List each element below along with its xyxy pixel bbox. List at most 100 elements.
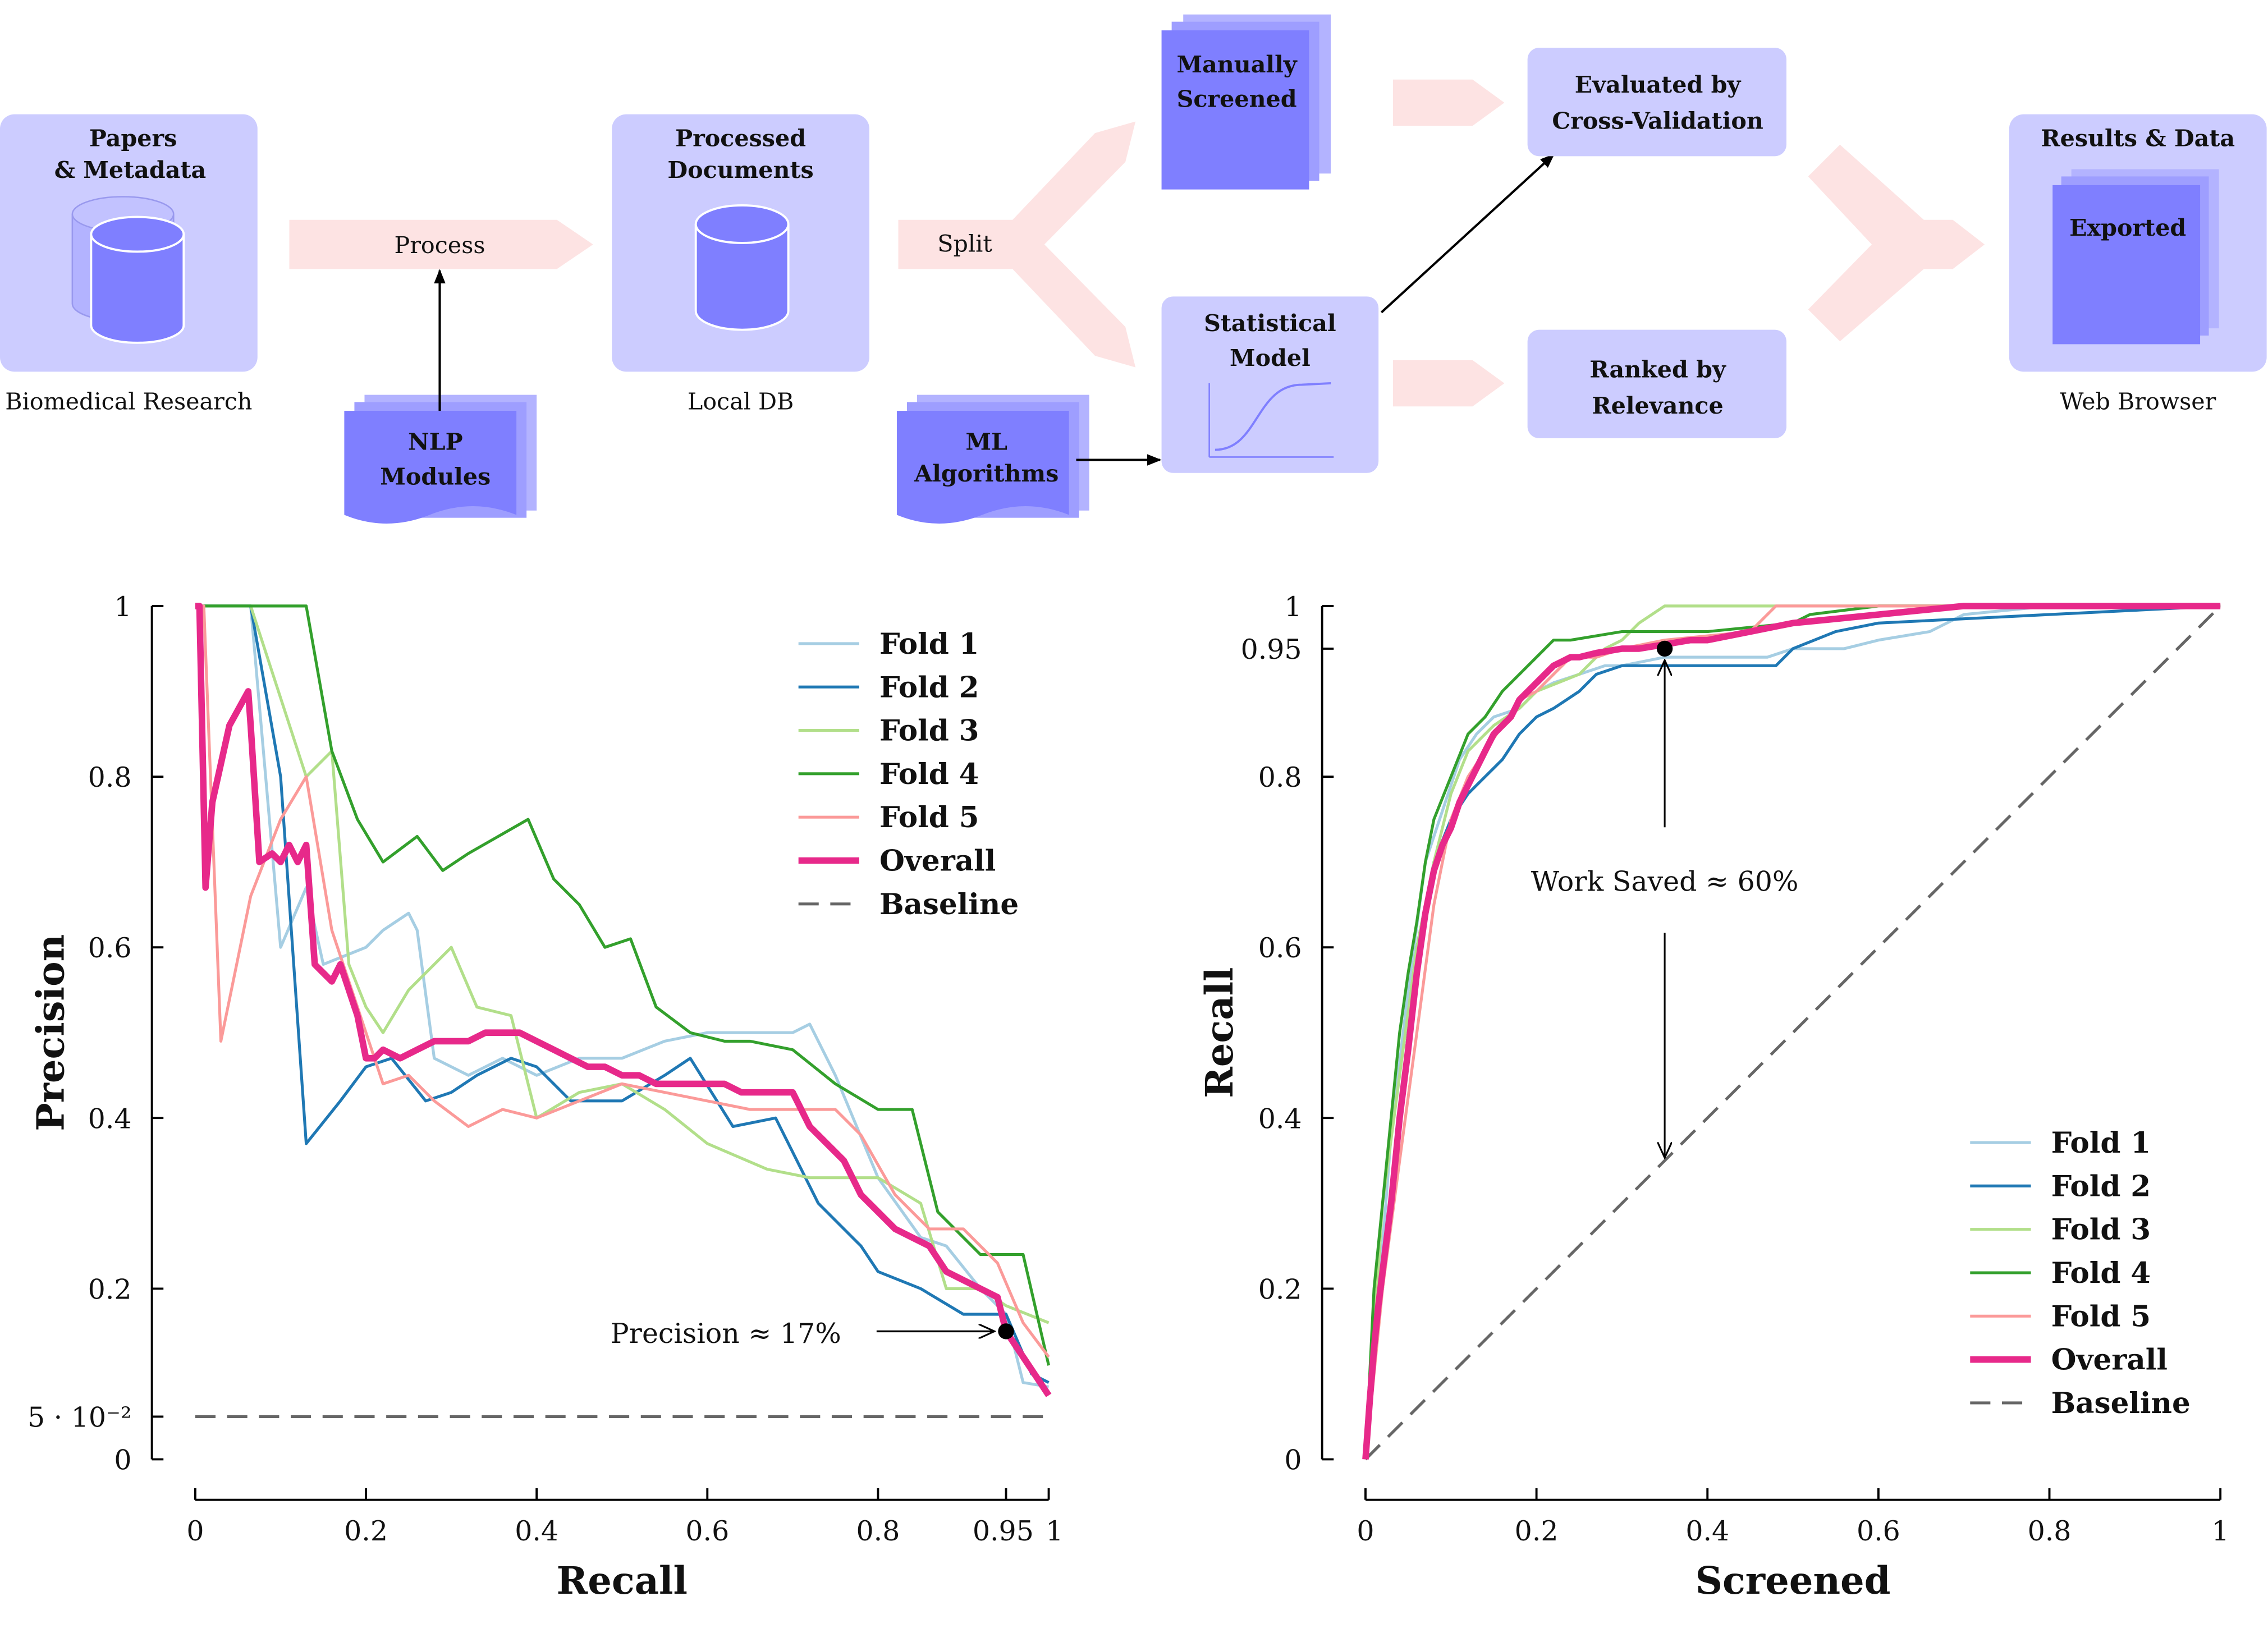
manually-line-1: Manually	[1176, 51, 1297, 78]
precision-annotation: Precision ≈ 17%	[611, 1318, 841, 1350]
processed-title-line-2: Documents	[667, 156, 813, 184]
exported-label: Exported	[2069, 214, 2186, 241]
ml-algorithms-doc: ML Algorithms	[896, 395, 1089, 524]
legend-label: Fold 3	[2051, 1213, 2151, 1247]
x-tick-label: 0	[186, 1515, 204, 1547]
processed-documents-box: Processed Documents	[612, 114, 869, 372]
y-tick-label: 0.6	[88, 932, 132, 964]
series-line-fold-4	[1364, 604, 2221, 1460]
x-tick-label: 0.4	[1685, 1515, 1729, 1547]
manually-line-2: Screened	[1177, 85, 1297, 113]
legend: Fold 1 Fold 2 Fold 3 Fold 4 Fold 5 Overall Bas…	[1970, 1126, 2191, 1420]
ml-line-2: Algorithms	[914, 460, 1059, 487]
series-line-fold-2	[195, 604, 1050, 1384]
y-tick-label: 0.4	[88, 1103, 132, 1135]
split-flow-arrow	[898, 121, 1136, 368]
axes: 0 0.2 0.4 0.6 0.8 0.95 1 0 0.2 0.4 0.6 0.8 1	[1241, 591, 2229, 1547]
precision-recall-chart: 0 5 · 10⁻² 0.2 0.4 0.6 0.8 1 0 0.2 0.4 0.6 0.8 0.95 1…	[28, 591, 1063, 1603]
processed-caption: Local DB	[688, 388, 794, 415]
papers-metadata-box: Papers & Metadata	[0, 114, 258, 372]
x-tick-label: 0.8	[2028, 1515, 2072, 1547]
ml-line-1: ML	[965, 428, 1007, 456]
x-tick-label: 0.6	[685, 1515, 729, 1547]
y-tick-label: 0.8	[1258, 762, 1302, 793]
x-tick-label: 0.2	[1515, 1515, 1559, 1547]
legend-label: Fold 3	[879, 714, 979, 748]
nlp-modules-doc: NLP Modules	[344, 395, 537, 524]
ranked-flow-arrow	[1392, 360, 1505, 407]
legend-label: Fold 5	[879, 801, 979, 834]
document-stack-icon	[896, 395, 1089, 524]
x-axis-label: Recall	[557, 1558, 688, 1603]
processed-title-line-1: Processed	[675, 124, 806, 152]
y-tick-label: 0.4	[1258, 1103, 1302, 1135]
y-axis-label: Precision	[28, 934, 72, 1131]
manual-flow-arrow	[1392, 79, 1505, 126]
series-group	[195, 603, 1052, 1419]
x-tick-label: 1	[2212, 1515, 2229, 1547]
x-tick-label: 0.4	[515, 1515, 558, 1547]
merge-flow-arrow	[1808, 144, 1985, 342]
series-line-overall	[195, 603, 1052, 1397]
series-line-fold-1	[195, 604, 1049, 1388]
y-tick-label: 0	[1284, 1444, 1302, 1476]
evaluated-line-2: Cross-Validation	[1552, 107, 1763, 134]
series-line-fold-5	[195, 604, 1050, 1358]
ranked-line-2: Relevance	[1592, 392, 1723, 419]
process-label: Process	[394, 232, 485, 259]
model-line-1: Statistical	[1204, 309, 1336, 337]
model-line-2: Model	[1230, 344, 1311, 371]
x-tick-label: 0.2	[344, 1515, 388, 1547]
split-label: Split	[937, 230, 992, 257]
series-group	[1362, 603, 2221, 1461]
series-line-fold-4	[195, 604, 1051, 1366]
ranked-box: Ranked by Relevance	[1527, 329, 1786, 438]
legend-label: Fold 4	[2051, 1256, 2151, 1290]
y-tick-label: 0	[114, 1444, 131, 1476]
results-title: Results & Data	[2041, 124, 2235, 152]
legend-label: Fold 2	[879, 671, 979, 704]
series-line-overall	[1362, 603, 2221, 1460]
nlp-line-1: NLP	[408, 428, 463, 456]
x-tick-label: 0.95	[973, 1515, 1034, 1547]
sigmoid-curve-icon	[1208, 382, 1334, 458]
ranked-line-1: Ranked by	[1589, 356, 1726, 383]
legend-label: Baseline	[2051, 1387, 2191, 1420]
legend-label: Fold 1	[2051, 1126, 2151, 1160]
document-stack-icon	[344, 395, 537, 524]
x-axis-label: Screened	[1696, 1558, 1891, 1603]
legend-label: Fold 2	[2051, 1169, 2151, 1203]
y-tick-label: 1	[1284, 591, 1302, 623]
evaluated-box: Evaluated by Cross-Validation	[1527, 48, 1786, 157]
papers-caption: Biomedical Research	[5, 388, 252, 415]
evaluated-line-1: Evaluated by	[1575, 71, 1742, 98]
legend-label: Fold 1	[879, 627, 979, 661]
legend: Fold 1 Fold 2 Fold 3 Fold 4 Fold 5 Overall Bas…	[798, 627, 1019, 921]
y-tick-label: 0.2	[88, 1273, 132, 1305]
y-axis-label: Recall	[1197, 967, 1241, 1098]
legend-label: Baseline	[879, 888, 1019, 921]
legend-label: Fold 4	[879, 758, 979, 791]
x-tick-label: 0.6	[1857, 1515, 1900, 1547]
nlp-line-2: Modules	[380, 462, 491, 490]
y-tick-label: 1	[114, 591, 131, 623]
database-icon	[694, 204, 790, 331]
results-caption: Web Browser	[2060, 388, 2216, 415]
model-to-evaluated-arrow	[1380, 154, 1555, 314]
y-tick-label: 0.95	[1241, 634, 1302, 666]
x-tick-label: 0	[1357, 1515, 1374, 1547]
series-line-baseline	[1364, 605, 2221, 1461]
legend-label: Overall	[879, 845, 996, 878]
database-icon	[71, 196, 185, 344]
results-data-box: Results & Data Exported	[2009, 114, 2267, 372]
pipeline-diagram: Papers & Metadata Biomedical Research Pr…	[0, 14, 2267, 524]
y-tick-label: 0.6	[1258, 932, 1302, 964]
annotation-marker	[998, 1323, 1014, 1340]
work-saved-annotation: Work Saved ≈ 60%	[1531, 866, 1799, 898]
manually-screened-doc: Manually Screened	[1161, 14, 1331, 190]
process-flow-arrow	[289, 219, 593, 269]
papers-title-line-2: & Metadata	[54, 156, 206, 184]
